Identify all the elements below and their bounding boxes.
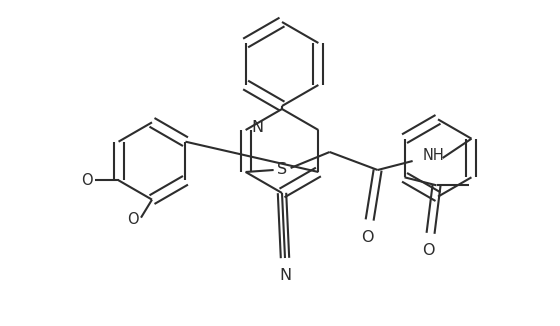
Text: O: O	[127, 212, 139, 227]
Text: NH: NH	[423, 149, 445, 164]
Text: O: O	[361, 230, 374, 245]
Text: N: N	[279, 268, 291, 283]
Text: N: N	[251, 121, 264, 136]
Text: S: S	[277, 162, 287, 177]
Text: O: O	[422, 243, 435, 258]
Text: O: O	[81, 173, 92, 188]
